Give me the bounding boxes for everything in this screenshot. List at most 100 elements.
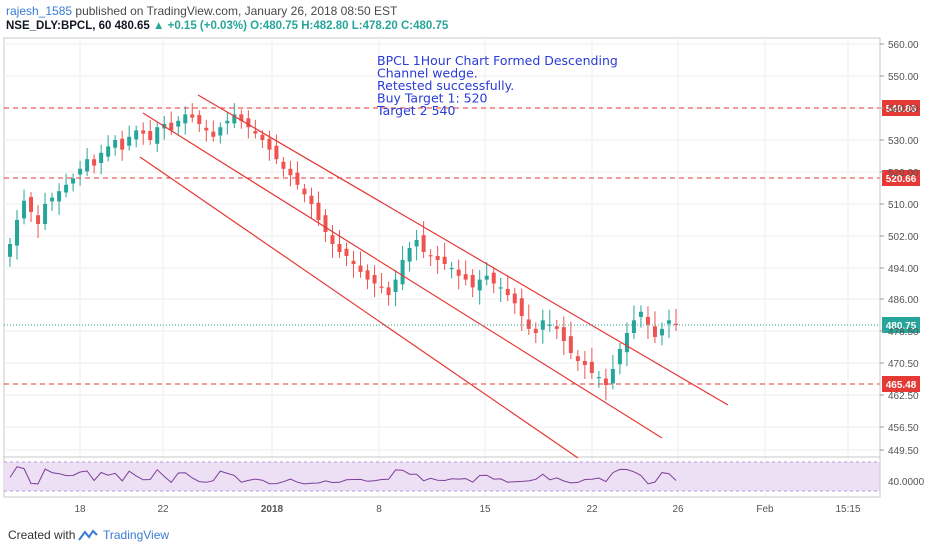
candle-body xyxy=(22,200,27,219)
time-axis: 18 22 2018 8 15 22 26 Feb 15:15 xyxy=(4,496,880,515)
candle-body xyxy=(393,279,398,293)
candle-body xyxy=(603,378,608,385)
candle-body xyxy=(407,248,412,262)
candle-body xyxy=(526,319,531,329)
channel-line-1[interactable] xyxy=(197,94,729,406)
channel-line-3[interactable] xyxy=(139,156,579,459)
price-tick-label: 470.50 xyxy=(888,359,919,370)
candle-body xyxy=(491,272,496,284)
candle-body xyxy=(92,159,97,166)
price-tick-label: 494.00 xyxy=(888,264,919,275)
candle-body xyxy=(575,356,580,361)
candle-body xyxy=(400,260,405,285)
price-tick-label: 550.00 xyxy=(888,72,919,83)
candle-body xyxy=(316,202,321,220)
candle-body xyxy=(344,248,349,256)
candle-body xyxy=(8,244,12,257)
rsi-line xyxy=(9,466,677,485)
candle-body xyxy=(183,114,188,124)
candle-body xyxy=(470,274,475,288)
rsi-band xyxy=(4,462,880,491)
candle-body xyxy=(218,127,223,136)
level-label-box xyxy=(882,170,920,186)
candle-body xyxy=(50,197,55,202)
price-tick-label: 462.50 xyxy=(888,391,919,402)
candle-body xyxy=(456,269,461,276)
candle-body xyxy=(554,326,559,329)
candle-body xyxy=(85,159,90,172)
candle-body xyxy=(148,131,153,140)
price-tick-label: 478.50 xyxy=(888,327,919,338)
candle-body xyxy=(498,287,503,289)
candle-body xyxy=(365,270,370,280)
candle-body xyxy=(421,235,426,252)
candle-body xyxy=(64,184,69,193)
candle-body xyxy=(512,293,517,304)
author-link[interactable]: rajesh_1585 xyxy=(6,4,73,18)
candle-body xyxy=(428,255,433,257)
published-text: published on TradingView.com, January 26… xyxy=(72,4,398,18)
candle-body xyxy=(15,220,20,246)
annotation-line: BPCL 1Hour Chart Formed Descending xyxy=(377,53,618,68)
candle-body xyxy=(484,275,489,280)
candle-body xyxy=(260,134,265,140)
level-label: 465.48 xyxy=(886,380,917,391)
candle-body xyxy=(414,240,419,247)
price-tick-label: 502.00 xyxy=(888,232,919,243)
candle-body xyxy=(547,324,552,326)
candle-body xyxy=(435,256,440,260)
candle-body xyxy=(540,320,545,330)
candle-body xyxy=(274,145,279,160)
candle-body xyxy=(281,161,286,169)
candle-body xyxy=(43,204,48,224)
candle-body xyxy=(113,140,118,148)
candle-body xyxy=(652,326,657,337)
annotation-line: Buy Target 1: 520 xyxy=(377,91,488,106)
candle-body xyxy=(211,131,216,137)
price-chart[interactable]: 540.86 520.66 465.48 480.75 BPCL 1Hour Char… xyxy=(0,0,932,520)
candle-body xyxy=(176,120,181,127)
candle-body xyxy=(463,274,468,280)
candle-body xyxy=(323,215,328,232)
candle-body xyxy=(57,191,62,202)
price-tick-label: 520.00 xyxy=(888,168,919,179)
candle-body xyxy=(582,361,587,365)
candle-body xyxy=(589,361,594,373)
tradingview-brand-link[interactable]: TradingView xyxy=(103,528,170,542)
candle-body xyxy=(190,114,195,118)
price-tick-label: 456.50 xyxy=(888,423,919,434)
candle-body xyxy=(204,127,209,131)
tradingview-logo-icon xyxy=(78,529,98,541)
candle-body xyxy=(36,215,41,224)
candle-body xyxy=(477,279,482,291)
candle-body xyxy=(449,268,454,270)
horizontal-levels: 540.86 520.66 465.48 480.75 xyxy=(4,100,920,392)
candle-body xyxy=(337,244,342,252)
candle-body xyxy=(127,136,132,146)
candle-body xyxy=(379,286,384,288)
candle-body xyxy=(134,130,139,140)
candle-body xyxy=(309,195,314,204)
level-label: 520.66 xyxy=(886,174,917,185)
created-with-text: Created with xyxy=(8,528,76,542)
time-tick-label: 26 xyxy=(672,504,684,515)
time-tick-label: 15 xyxy=(479,504,491,515)
candle-body xyxy=(288,168,293,176)
candle-body xyxy=(372,274,377,284)
footer: Created with TradingView xyxy=(0,520,932,550)
time-tick-label: 22 xyxy=(157,504,169,515)
candle-body xyxy=(302,188,307,195)
candle-body xyxy=(232,114,237,124)
candle-body xyxy=(610,369,615,384)
candle-body xyxy=(78,168,83,175)
level-label-box xyxy=(882,376,920,392)
candle-body xyxy=(239,114,244,121)
time-tick-label: 22 xyxy=(586,504,598,515)
candle-body xyxy=(246,118,251,128)
last-price-box xyxy=(882,317,920,333)
candlestick-series xyxy=(8,103,678,401)
annotation-line: Channel wedge. xyxy=(377,66,478,81)
last-price-label: 480.75 xyxy=(886,321,917,332)
candle-body xyxy=(638,311,643,317)
time-tick-label: Feb xyxy=(756,504,774,515)
